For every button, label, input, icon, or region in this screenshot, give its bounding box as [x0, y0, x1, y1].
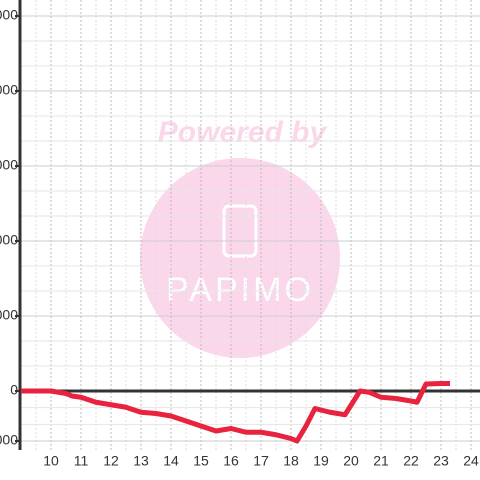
x-tick-label: 11	[74, 453, 89, 469]
x-tick-label: 16	[223, 453, 239, 469]
watermark-circle	[140, 158, 340, 358]
y-tick-label: 150,000	[0, 7, 18, 23]
x-tick-label: 21	[373, 453, 389, 469]
y-tick-label: 30,000	[0, 307, 18, 323]
x-tick-label: 18	[283, 453, 299, 469]
x-tick-label: 23	[433, 453, 449, 469]
y-tick-label: 60,000	[0, 232, 18, 248]
y-tick-label: 120,000	[0, 82, 18, 98]
y-tick-label: -20,000	[0, 432, 18, 448]
watermark-phone	[222, 204, 258, 258]
watermark: Powered by PAPIMO	[140, 116, 340, 358]
watermark-text: Powered by	[158, 116, 328, 149]
x-tick-label: 10	[43, 453, 59, 469]
x-tick-label: 14	[163, 453, 179, 469]
data-line	[21, 381, 450, 444]
x-tick-label: 24	[463, 453, 479, 469]
y-tick-label: 90,000	[0, 157, 18, 173]
x-tick-label: 20	[343, 453, 359, 469]
x-tick-label: 13	[133, 453, 149, 469]
x-tick-label: 12	[103, 453, 119, 469]
x-tick-label: 17	[253, 453, 269, 469]
y-tick-label: 0	[10, 382, 18, 398]
x-tick-label: 19	[313, 453, 329, 469]
watermark-logo: PAPIMO	[166, 271, 314, 309]
x-tick-label: 15	[193, 453, 209, 469]
x-tick-label: 22	[403, 453, 419, 469]
